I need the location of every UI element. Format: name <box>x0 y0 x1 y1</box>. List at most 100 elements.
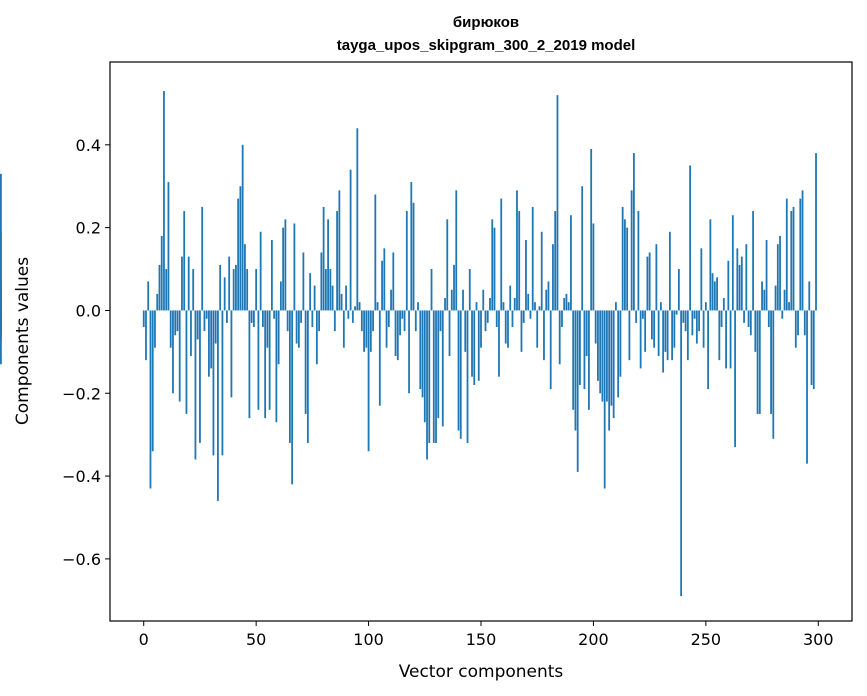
bar-205 <box>603 310 606 489</box>
bar-237 <box>675 310 678 315</box>
bar-75 <box>311 310 314 327</box>
bar-249 <box>702 310 705 348</box>
bar-141 <box>459 310 462 439</box>
bar-229 <box>657 310 660 356</box>
bar-286 <box>785 198 788 311</box>
bar-151 <box>482 289 485 311</box>
bar-238 <box>677 269 680 311</box>
y-tick-label: −0.2 <box>62 384 101 403</box>
bar-298 <box>812 310 815 390</box>
bar-216 <box>628 310 631 361</box>
bar-244 <box>691 310 694 336</box>
bar-260 <box>727 260 730 311</box>
bar-152 <box>484 310 487 332</box>
chart-subtitle: tayga_upos_skipgram_300_2_2019 model <box>337 37 636 54</box>
bar-160 <box>502 302 505 311</box>
bar-47 <box>248 310 251 419</box>
bar-114 <box>399 310 401 336</box>
bar-282 <box>776 244 779 311</box>
bar-73 <box>306 310 309 443</box>
bar-228 <box>655 244 658 311</box>
bar-66 <box>291 310 294 485</box>
bar-41 <box>235 264 237 311</box>
bar-255 <box>716 277 718 311</box>
plot-frame <box>109 61 853 622</box>
bar-215 <box>626 227 629 311</box>
bar-5 <box>154 310 156 348</box>
bar-240 <box>682 310 685 323</box>
bar-20 <box>187 256 190 311</box>
bar-17 <box>181 256 183 311</box>
bar-208 <box>610 310 613 406</box>
bar-59 <box>275 310 278 423</box>
bar-0 <box>142 310 145 327</box>
bar-28 <box>205 310 208 319</box>
bar-247 <box>698 310 700 332</box>
bar-248 <box>700 248 703 311</box>
bar-177 <box>540 231 543 311</box>
bar-undefined <box>0 310 2 319</box>
bar-4 <box>151 310 154 452</box>
bar-288 <box>790 211 793 311</box>
bar-36 <box>223 277 226 311</box>
bar-24 <box>196 310 199 340</box>
bar-261 <box>729 310 732 369</box>
bar-80 <box>322 206 325 311</box>
bar-210 <box>615 302 617 311</box>
bar-68 <box>295 310 298 344</box>
bar-14 <box>174 310 177 336</box>
bar-21 <box>190 310 192 356</box>
bars-group <box>0 90 817 597</box>
bar-45 <box>244 244 246 311</box>
bar-116 <box>403 310 406 332</box>
bar-27 <box>203 310 206 332</box>
bar-212 <box>619 310 622 377</box>
bar-143 <box>464 310 467 352</box>
bar-130 <box>435 310 437 443</box>
bar-118 <box>408 310 410 394</box>
bar-234 <box>668 231 671 311</box>
bar-54 <box>264 310 267 419</box>
bar-91 <box>347 310 350 319</box>
bar-125 <box>423 310 426 423</box>
bar-180 <box>547 281 550 311</box>
bar-185 <box>558 310 561 365</box>
bar-111 <box>392 252 395 311</box>
bar-112 <box>394 310 397 356</box>
bar-204 <box>601 310 604 402</box>
bar-214 <box>624 219 626 311</box>
bar-81 <box>324 269 327 311</box>
bar-97 <box>360 310 363 332</box>
bar-250 <box>704 302 707 311</box>
bar-230 <box>659 302 662 311</box>
bar-206 <box>606 310 608 402</box>
bar-65 <box>288 310 291 443</box>
x-tick-label: 150 <box>466 630 497 649</box>
bar-82 <box>327 219 329 311</box>
bar-undefined <box>0 310 2 365</box>
y-tick-label: 0.4 <box>76 136 101 155</box>
bar-162 <box>507 310 509 348</box>
bar-12 <box>169 310 172 348</box>
bar-183 <box>554 211 557 311</box>
bar-39 <box>230 310 233 398</box>
bar-undefined <box>0 173 2 311</box>
bar-8 <box>160 235 163 311</box>
bar-200 <box>592 223 595 311</box>
bar-294 <box>803 310 806 336</box>
bar-163 <box>509 285 512 311</box>
bar-297 <box>810 310 813 385</box>
bar-67 <box>293 223 296 311</box>
bar-48 <box>250 310 253 323</box>
bar-74 <box>309 273 312 311</box>
bar-161 <box>504 310 507 344</box>
bar-179 <box>545 289 548 311</box>
bar-252 <box>709 219 712 311</box>
bar-49 <box>253 310 255 327</box>
bar-60 <box>277 310 280 365</box>
bar-283 <box>779 235 781 311</box>
x-tick-label: 0 <box>139 630 149 649</box>
bar-2 <box>147 281 150 311</box>
bar-236 <box>673 310 676 348</box>
bar-121 <box>414 310 417 332</box>
